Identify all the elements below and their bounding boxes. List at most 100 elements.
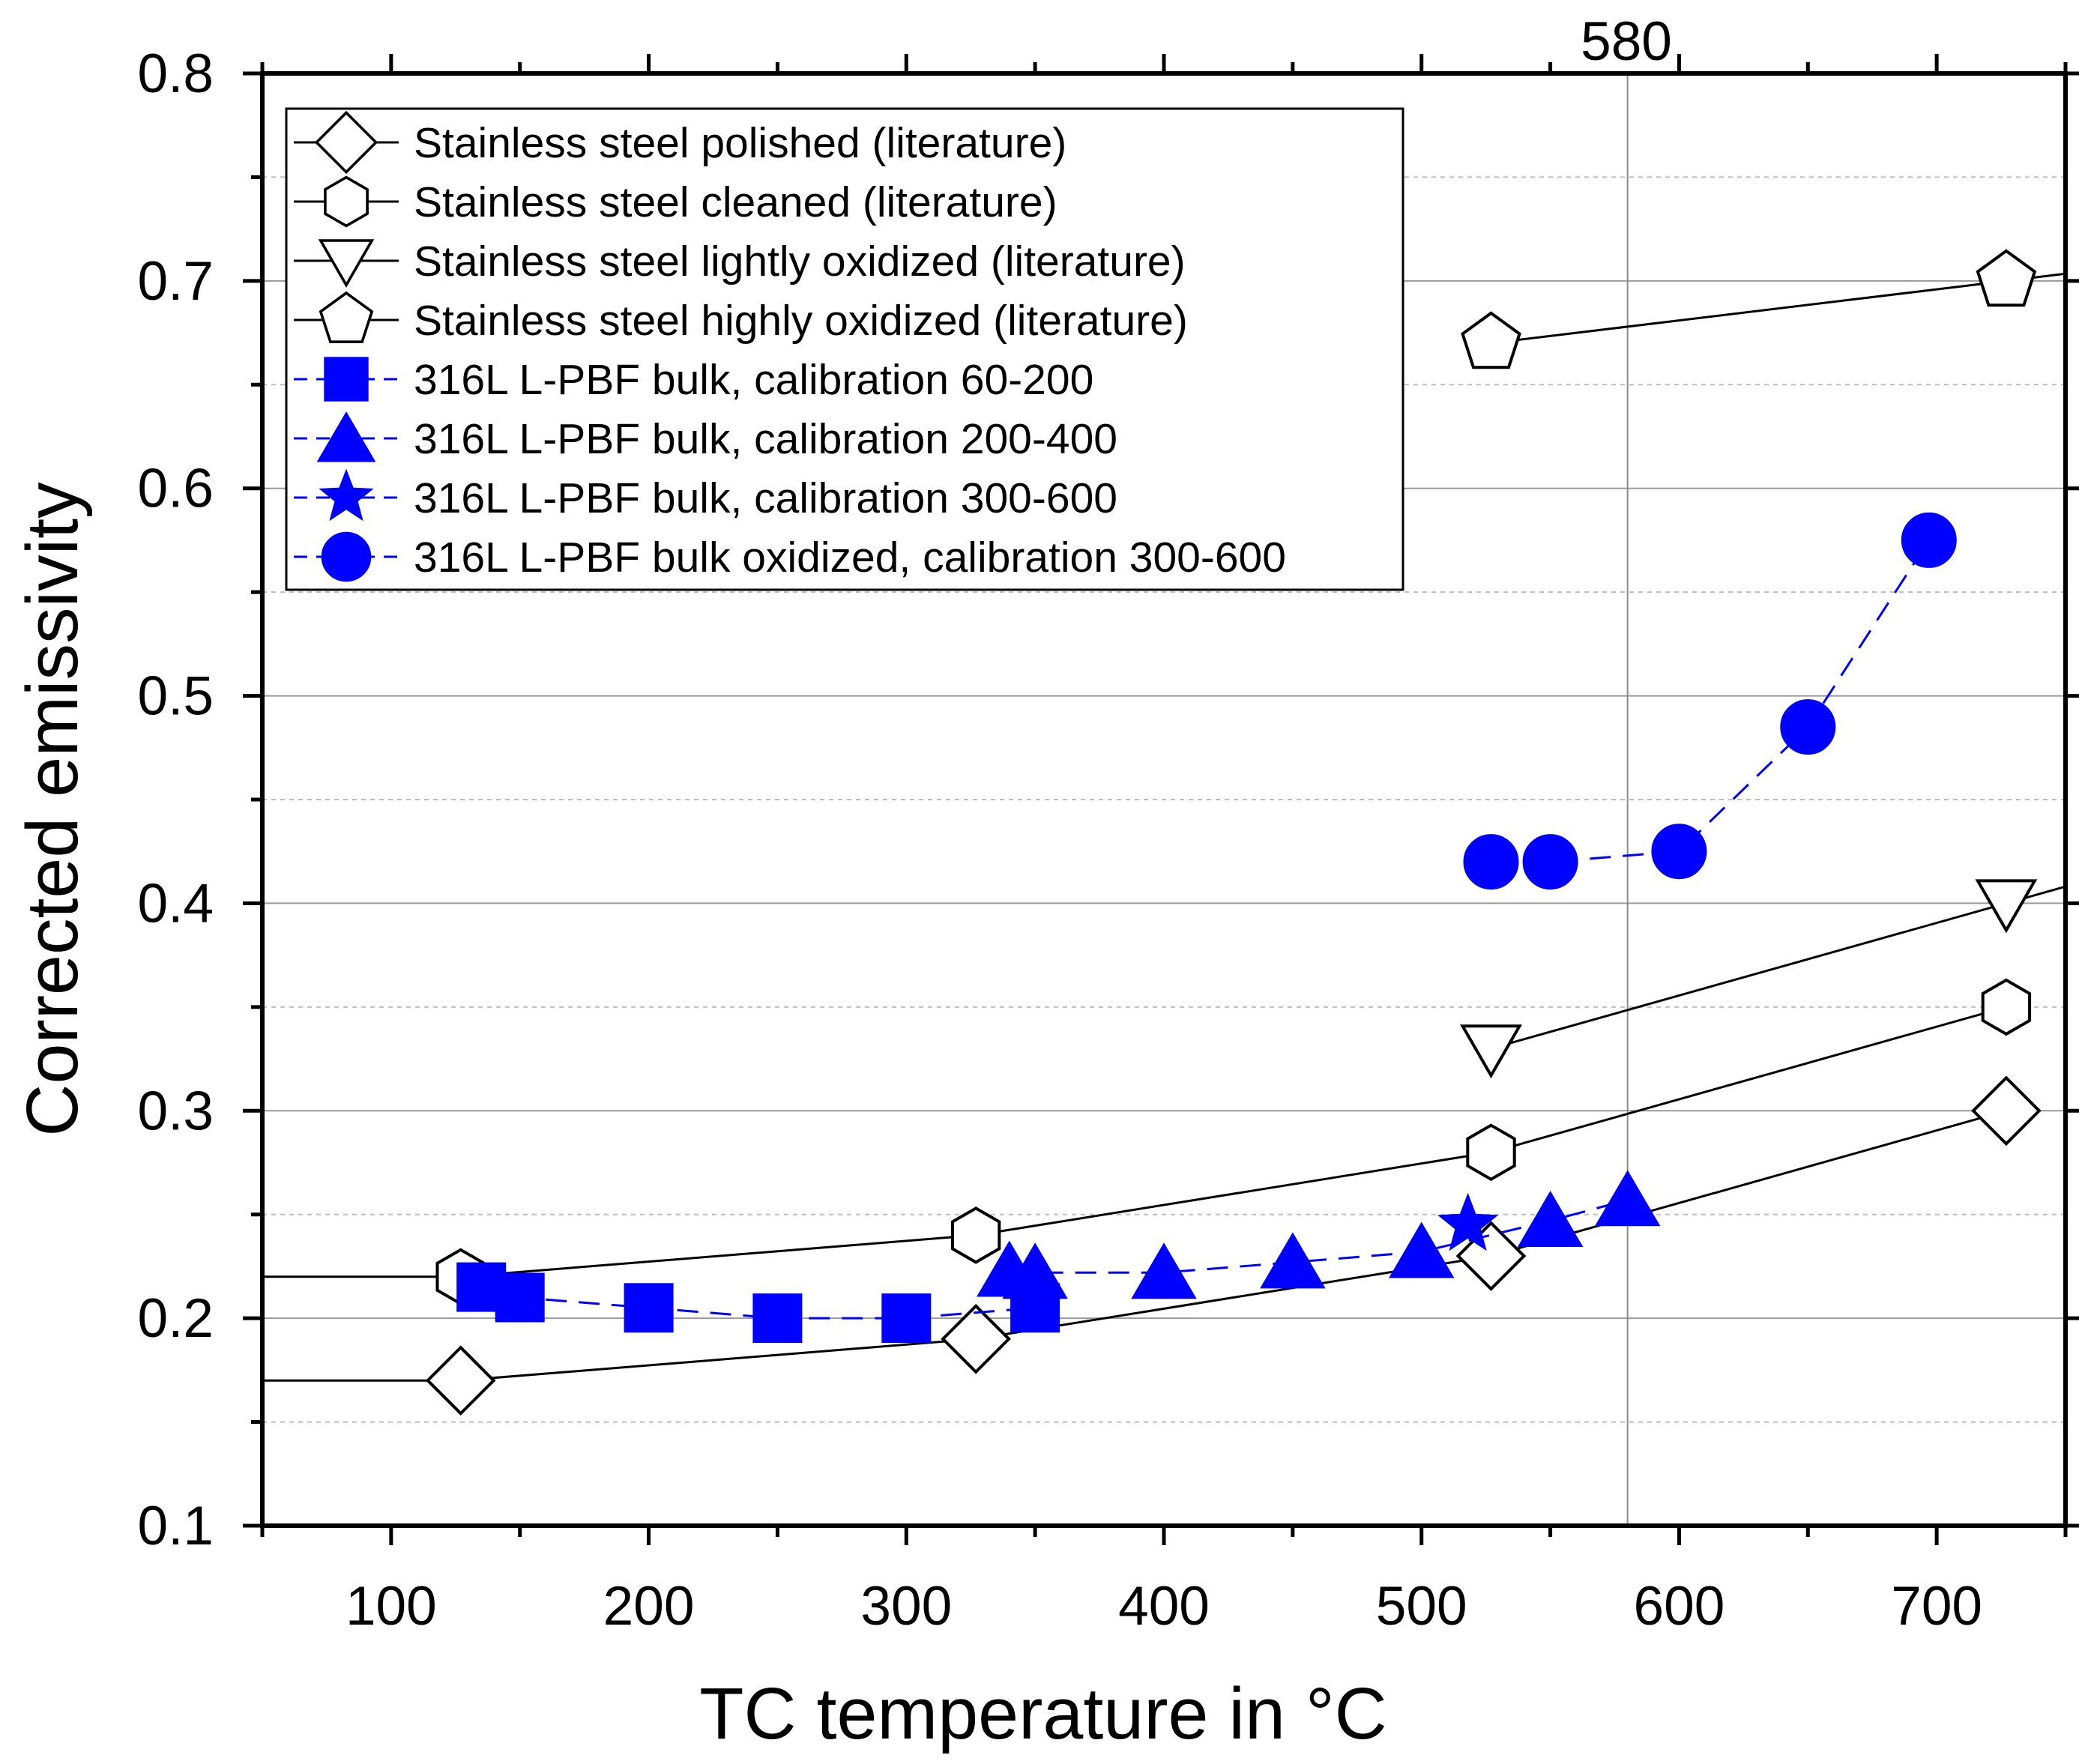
y-tick-label: 0.2 (138, 1288, 214, 1349)
data-point-shape (1002, 1242, 1068, 1299)
series-8 (1463, 512, 1957, 890)
data-point (1131, 1242, 1197, 1299)
legend-label: 316L L-PBF bulk, calibration 300-600 (414, 474, 1117, 522)
x-tick-label: 400 (1118, 1576, 1210, 1637)
x-tick-label: 300 (860, 1576, 952, 1637)
series-3 (1460, 879, 2066, 1079)
data-point (1461, 311, 1521, 369)
legend-entry-2: Stainless steel cleaned (literature) (294, 175, 1057, 228)
y-tick-label: 0.1 (138, 1496, 214, 1556)
data-point (425, 1345, 496, 1416)
series-line (262, 1109, 2007, 1382)
series-line (1491, 540, 1931, 863)
data-point (950, 1206, 1001, 1264)
data-point-shape (1437, 1192, 1499, 1251)
legend-label: Stainless steel highly oxidized (literat… (414, 297, 1188, 345)
x-tick-label: 700 (1891, 1576, 1982, 1637)
legend-symbol (318, 239, 375, 289)
data-point (1971, 1075, 2042, 1147)
x-tick-label: 100 (346, 1576, 437, 1637)
data-point (941, 1303, 1011, 1374)
legend-symbol (319, 291, 374, 343)
legend-symbol (321, 531, 372, 582)
legend-label: Stainless steel cleaned (literature) (414, 178, 1057, 226)
data-point (1975, 879, 2038, 934)
y-tick-label: 0.8 (138, 43, 214, 104)
data-point (624, 1283, 674, 1333)
data-point (1460, 1024, 1522, 1079)
legend-symbol-shape (319, 468, 374, 522)
legend-entry-4: Stainless steel highly oxidized (literat… (294, 291, 1188, 345)
y-tick-label: 0.4 (138, 873, 214, 934)
legend-entry-3: Stainless steel lightly oxidized (litera… (294, 238, 1186, 289)
data-point (495, 1272, 545, 1323)
data-point-shape (1522, 834, 1578, 890)
data-point-shape (1517, 1191, 1584, 1247)
series-line (1491, 272, 2066, 345)
legend-label: Stainless steel polished (literature) (414, 119, 1066, 167)
data-point-shape (1460, 1024, 1522, 1079)
legend-symbol-shape (318, 239, 375, 289)
legend-entry-7: 316L L-PBF bulk, calibration 300-600 (294, 468, 1117, 522)
data-point-shape (950, 1206, 1001, 1264)
data-point-shape (495, 1272, 545, 1323)
data-point (1522, 834, 1578, 890)
legend-symbol-shape (314, 110, 378, 175)
data-point-shape (752, 1293, 803, 1344)
series-2 (262, 978, 2032, 1306)
legend-symbol-shape (324, 357, 369, 402)
data-point-shape (881, 1293, 932, 1344)
series-line (1491, 885, 2066, 1050)
legend-box (285, 107, 1404, 591)
y-tick-label: 0.3 (138, 1081, 214, 1141)
legend-symbol-shape (321, 531, 372, 582)
data-point (1463, 834, 1519, 890)
legend-symbol-shape (324, 175, 369, 228)
data-point-shape (1388, 1221, 1455, 1278)
data-point-shape (1466, 1123, 1516, 1182)
legend-label: 316L L-PBF bulk, calibration 200-400 (414, 415, 1117, 463)
data-point (1388, 1221, 1455, 1278)
legend-symbol (314, 110, 378, 175)
data-point (1976, 249, 2037, 307)
data-point-shape (1461, 311, 1521, 369)
x-tick-label: 500 (1376, 1576, 1467, 1637)
x-axis-title: TC temperature in °C (699, 1673, 1386, 1754)
data-series (262, 249, 2066, 1416)
y-axis-title: Corrected emissivity (11, 482, 93, 1137)
data-point-shape (941, 1303, 1011, 1374)
legend-entry-5: 316L L-PBF bulk, calibration 60-200 (294, 356, 1093, 404)
legend-symbol (324, 357, 369, 402)
data-point-shape (1976, 249, 2037, 307)
legend-label: Stainless steel lightly oxidized (litera… (414, 238, 1186, 286)
data-point-shape (1780, 699, 1836, 755)
legend-entry-8: 316L L-PBF bulk oxidized, calibration 30… (294, 531, 1286, 582)
legend-symbol-shape (319, 291, 374, 343)
data-point-shape (1981, 978, 2032, 1036)
data-point (1260, 1232, 1326, 1289)
data-point-shape (425, 1345, 496, 1416)
x-tick-label: 600 (1634, 1576, 1725, 1637)
data-point-shape (1131, 1242, 1197, 1299)
y-tick-label: 0.5 (138, 666, 214, 727)
data-point (1466, 1123, 1516, 1182)
legend-entry-6: 316L L-PBF bulk, calibration 200-400 (294, 411, 1117, 463)
data-point (1780, 699, 1836, 755)
legend-label: 316L L-PBF bulk oxidized, calibration 30… (414, 534, 1286, 582)
data-point (1517, 1191, 1584, 1247)
y-tick-label: 0.7 (138, 251, 214, 312)
data-point (1594, 1170, 1661, 1227)
legend-symbol (316, 411, 376, 462)
reference-line-label: 580 (1581, 11, 1672, 72)
data-point-shape (624, 1283, 674, 1333)
legend-symbol (319, 468, 374, 522)
data-point-shape (1594, 1170, 1661, 1227)
data-point-shape (1651, 824, 1707, 880)
series-line (262, 1006, 2007, 1278)
y-tick-label: 0.6 (138, 459, 214, 519)
data-point (1002, 1242, 1068, 1299)
data-point (1651, 824, 1707, 880)
legend-entry-1: Stainless steel polished (literature) (294, 110, 1066, 175)
data-point-shape (1260, 1232, 1326, 1289)
series-6 (977, 1170, 1661, 1299)
